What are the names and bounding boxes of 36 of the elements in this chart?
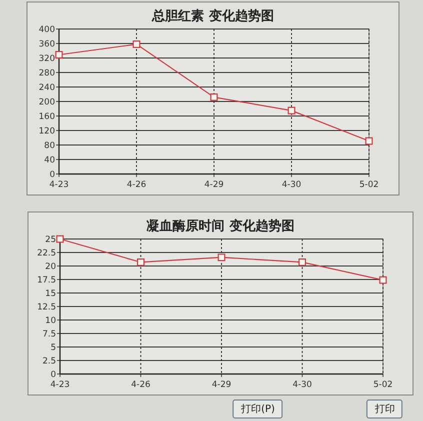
y-tick-label: 5 [50, 343, 56, 353]
x-tick-label: 4-30 [292, 380, 312, 390]
y-tick-label: 17.5 [37, 276, 56, 286]
y-tick-label: 15 [45, 289, 56, 299]
x-tick-label: 4-30 [282, 180, 302, 190]
y-tick-label: 240 [38, 83, 55, 93]
y-tick-label: 0 [50, 170, 55, 180]
y-tick-label: 120 [38, 126, 55, 136]
x-tick-label: 4-29 [204, 180, 224, 190]
x-tick-label: 4-23 [50, 380, 70, 390]
annotation: 打印 [374, 404, 395, 415]
x-tick-label: 4-23 [49, 180, 69, 190]
y-tick-label: 2.5 [42, 356, 56, 366]
y-tick-label: 22.5 [37, 248, 56, 258]
title: 凝血酶原时间 变化趋势图 [146, 219, 294, 234]
y-tick-label: 400 [38, 25, 55, 35]
y-tick-label: 320 [38, 54, 55, 64]
y-tick-label: 20 [45, 262, 56, 272]
x-tick-label: 5-02 [359, 180, 379, 190]
y-tick-label: 80 [44, 141, 55, 151]
y-tick-label: 12.5 [37, 302, 56, 312]
y-tick-label: 280 [38, 68, 55, 78]
y-tick-label: 25 [45, 235, 56, 245]
y-tick-label: 10 [45, 316, 56, 326]
y-tick-label: 40 [44, 156, 55, 166]
y-tick-label: 0 [50, 370, 56, 380]
x-tick-label: 5-02 [373, 380, 393, 390]
x-tick-label: 4-26 [126, 180, 146, 190]
y-tick-label: 200 [38, 98, 55, 108]
title: 总胆红素 变化趋势图 [152, 9, 274, 24]
y-tick-label: 360 [38, 40, 55, 50]
y-tick-label: 7.5 [42, 330, 56, 340]
y-tick-label: 160 [38, 112, 55, 122]
x-tick-label: 4-29 [212, 380, 232, 390]
x-tick-label: 4-26 [131, 380, 150, 390]
annotation: 打印(P) [241, 404, 275, 415]
